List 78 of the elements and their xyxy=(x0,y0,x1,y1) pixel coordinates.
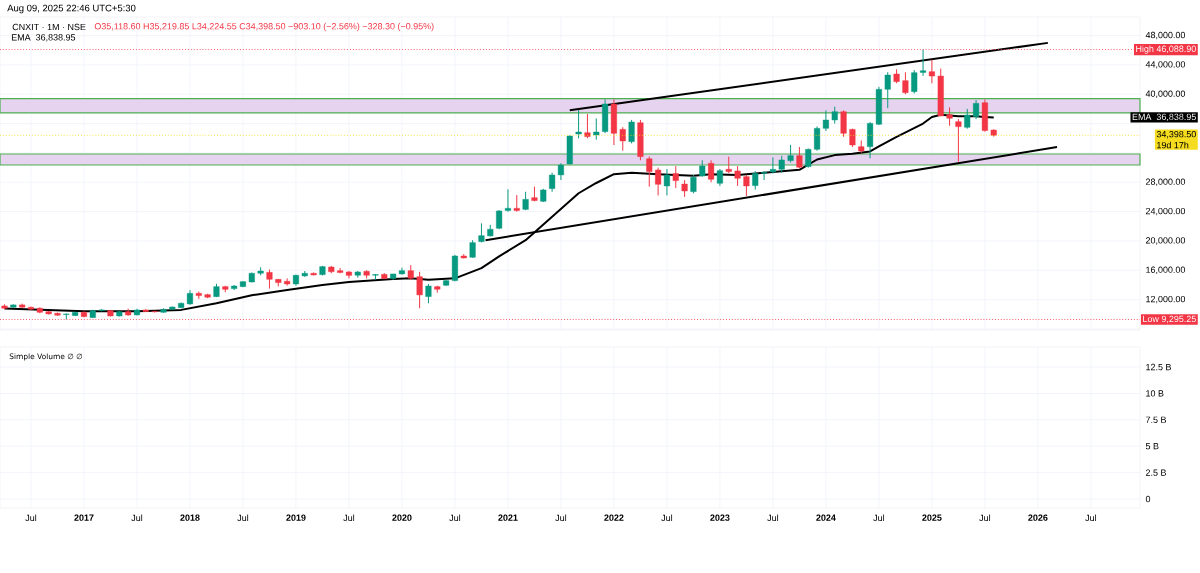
candlestick xyxy=(911,69,918,94)
x-tick-label: 2021 xyxy=(498,514,518,521)
x-tick-label: Jul xyxy=(767,514,779,522)
candlestick xyxy=(884,71,891,109)
candlestick xyxy=(920,49,927,77)
x-tick-label: Jul xyxy=(1085,514,1097,522)
candlestick xyxy=(416,271,423,309)
text: 36,838.95 xyxy=(1156,113,1196,122)
y-tick-label: 24,000.00 xyxy=(1145,207,1186,216)
x-tick-label: 2025 xyxy=(922,514,942,521)
x-tick-label: Jul xyxy=(237,514,249,522)
candlestick xyxy=(708,159,715,183)
x-tick-label: 2017 xyxy=(74,514,94,521)
candlestick xyxy=(646,156,653,188)
candlestick xyxy=(761,170,768,181)
ref-line-label: 34,398.50 xyxy=(1156,131,1196,139)
x-tick-label: 2026 xyxy=(1028,514,1048,521)
y-tick-label: 12.5 B xyxy=(1146,363,1171,371)
candlestick xyxy=(752,170,759,191)
candlestick xyxy=(822,109,829,132)
x-tick-label: Jul xyxy=(661,514,673,522)
annotation: 36,838.95 xyxy=(35,34,76,42)
candlestick xyxy=(946,106,953,127)
text: EMA xyxy=(1132,113,1152,120)
candlestick xyxy=(840,109,847,138)
text: 19d 17h xyxy=(1157,141,1189,149)
text: Aug 09, 2025 22:46 UTC+5:30 xyxy=(7,4,136,14)
candlestick xyxy=(964,108,971,130)
x-tick-label: Jul xyxy=(555,514,567,522)
candlestick xyxy=(928,59,935,84)
y-tick-label: 2.5 B xyxy=(1145,469,1166,476)
x-tick-label: Jul xyxy=(131,514,143,522)
x-tick-label: 2018 xyxy=(180,514,200,521)
x-tick-label: 2023 xyxy=(710,514,730,521)
candlestick xyxy=(655,167,662,196)
y-tick-label: 40,000.00 xyxy=(1145,90,1186,98)
candlestick xyxy=(690,174,697,194)
candlestick xyxy=(902,71,909,95)
candlestick xyxy=(284,277,291,287)
candlestick xyxy=(672,165,679,189)
y-tick-label: 16,000.00 xyxy=(1146,266,1186,274)
candlestick xyxy=(769,156,776,174)
annotation: EMA xyxy=(11,34,31,41)
candlestick xyxy=(628,119,635,144)
candlestick xyxy=(734,165,741,187)
candlestick xyxy=(973,99,980,120)
candlestick xyxy=(425,283,432,304)
candlestick xyxy=(593,117,600,141)
x-tick-label: Jul xyxy=(25,514,37,522)
ref-line-label: Low 9,295.25 xyxy=(1143,315,1196,324)
candlestick xyxy=(955,118,962,163)
x-tick-label: Jul xyxy=(979,514,991,522)
ref-line-label: High 46,088.90 xyxy=(1136,45,1196,54)
x-tick-label: Jul xyxy=(873,514,885,522)
y-tick-label: 5 B xyxy=(1145,443,1159,450)
y-tick-label: 7.5 B xyxy=(1145,416,1166,423)
candlestick xyxy=(663,168,670,196)
candlestick xyxy=(743,174,750,197)
candlestick xyxy=(814,126,821,152)
x-tick-label: Jul xyxy=(343,514,355,522)
text: O35,118.60 H35,219.85 L34,224.55 C34,398.50 −903.10 (−2.56%) −328.30 (−0.95%) xyxy=(94,22,434,32)
y-tick-label: 28,000.00 xyxy=(1145,178,1186,186)
candlestick xyxy=(584,113,591,139)
x-tick-label: 2022 xyxy=(604,514,624,521)
y-tick-label: 44,000.00 xyxy=(1145,61,1186,69)
x-tick-label: 2024 xyxy=(816,514,836,521)
x-tick-label: 2019 xyxy=(286,514,306,521)
y-tick-label: 10 B xyxy=(1146,390,1164,397)
y-tick-label: 12,000.00 xyxy=(1146,295,1186,304)
candlestick xyxy=(575,109,582,139)
text: CNXIT · 1M · NSE xyxy=(12,23,86,31)
x-tick-label: 2020 xyxy=(392,514,412,521)
y-tick-label: 0 xyxy=(1145,495,1151,503)
candlestick xyxy=(266,269,273,290)
candlestick xyxy=(619,126,626,152)
y-tick-label: 48,000.00 xyxy=(1145,31,1186,40)
y-tick-label: 20,000.00 xyxy=(1145,237,1186,245)
x-tick-label: Jul xyxy=(449,514,461,522)
